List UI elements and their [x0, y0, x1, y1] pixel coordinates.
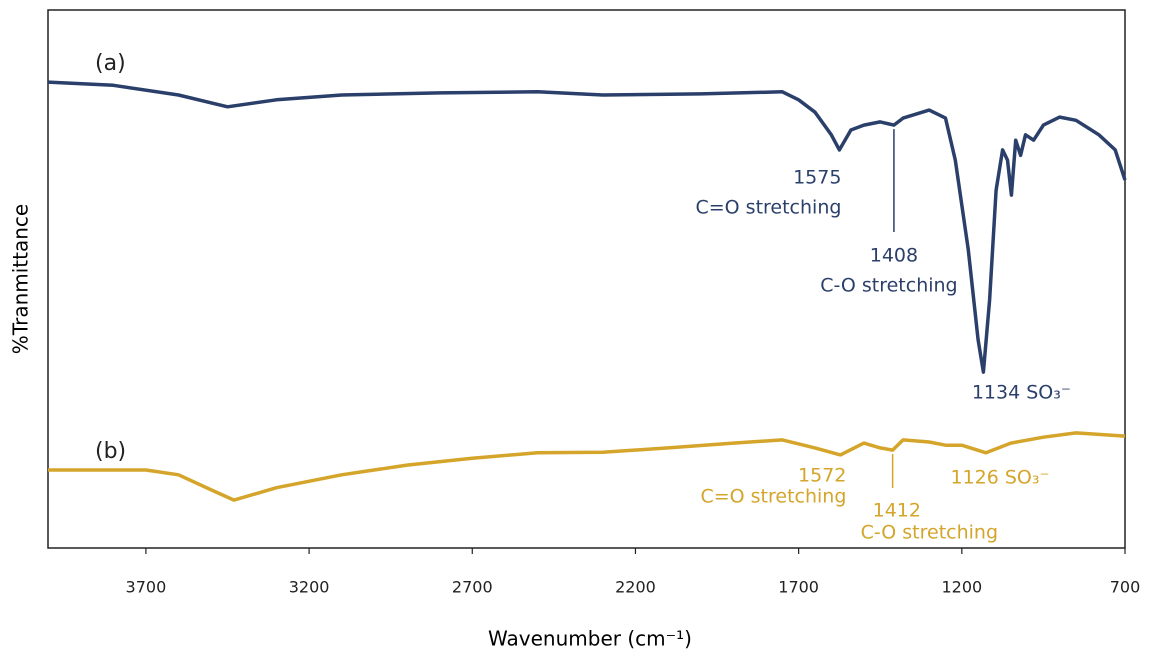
annotation-text: 1126 SO₃⁻: [950, 467, 1049, 489]
x-tick-label: 1200: [941, 578, 982, 597]
spectrum-line: [48, 431, 1126, 502]
x-tick-label: 1700: [778, 578, 819, 597]
annotation-text: C-O stretching: [820, 275, 957, 297]
annotation-text: 1575: [793, 167, 841, 189]
x-tick-label: 2700: [452, 578, 493, 597]
x-tick-label: 2200: [615, 578, 656, 597]
series-label: (b): [95, 439, 126, 464]
annotation-text: C=O stretching: [695, 197, 841, 219]
x-tick-label: 3700: [126, 578, 167, 597]
series-label: (a): [95, 51, 126, 76]
x-axis-label: Wavenumber (cm⁻¹): [488, 627, 692, 651]
x-tick-label: 3200: [289, 578, 330, 597]
annotation-text: 1134 SO₃⁻: [972, 382, 1071, 404]
annotation-text: C=O stretching: [700, 486, 846, 508]
spectrum-line: [47, 80, 1127, 374]
annotation-text: C-O stretching: [861, 522, 998, 544]
x-tick-label: 700: [1110, 578, 1141, 597]
annotation-text: 1408: [870, 245, 918, 267]
annotation-text: 1412: [873, 500, 921, 522]
annotation-text: 1572: [798, 465, 846, 487]
plot-frame: [47, 9, 1126, 549]
y-axis-label: %Tranmittance: [9, 204, 33, 354]
